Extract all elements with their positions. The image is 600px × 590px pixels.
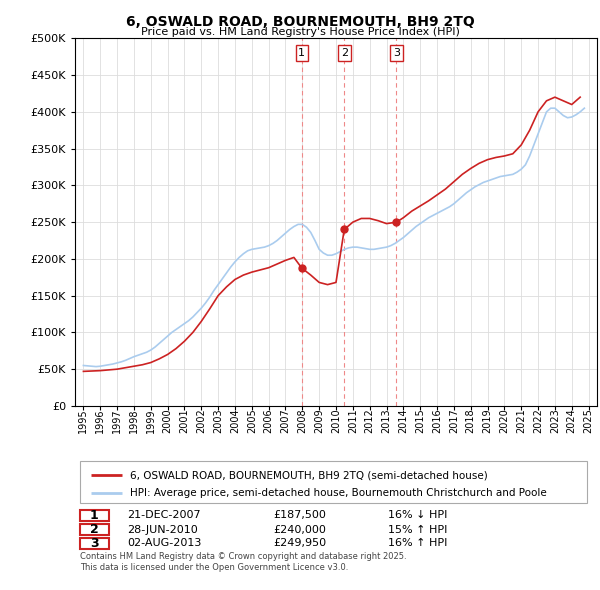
Text: 1: 1 [90, 509, 98, 522]
Text: 2007: 2007 [280, 409, 290, 433]
Text: 2008: 2008 [298, 409, 307, 433]
Text: 2022: 2022 [533, 409, 543, 434]
Text: 2021: 2021 [516, 409, 526, 433]
Text: £240,000: £240,000 [274, 525, 326, 535]
Text: 2005: 2005 [247, 409, 257, 433]
Text: 2009: 2009 [314, 409, 324, 433]
Bar [80, 538, 109, 549]
Text: 1996: 1996 [95, 409, 105, 433]
Bar [80, 510, 109, 521]
Text: 1998: 1998 [129, 409, 139, 433]
Text: 2025: 2025 [584, 409, 593, 434]
Text: 1: 1 [298, 48, 305, 58]
Text: 2023: 2023 [550, 409, 560, 433]
Text: 21-DEC-2007: 21-DEC-2007 [127, 510, 201, 520]
Text: 2024: 2024 [567, 409, 577, 433]
Text: 2013: 2013 [382, 409, 392, 433]
Text: 16% ↑ HPI: 16% ↑ HPI [388, 539, 448, 549]
Text: 3: 3 [90, 537, 98, 550]
Text: 2011: 2011 [348, 409, 358, 433]
Text: 6, OSWALD ROAD, BOURNEMOUTH, BH9 2TQ: 6, OSWALD ROAD, BOURNEMOUTH, BH9 2TQ [125, 15, 475, 29]
Text: HPI: Average price, semi-detached house, Bournemouth Christchurch and Poole: HPI: Average price, semi-detached house,… [130, 488, 547, 498]
Text: 2012: 2012 [365, 409, 374, 433]
Text: 2019: 2019 [482, 409, 493, 433]
Text: 2: 2 [90, 523, 98, 536]
Text: 2003: 2003 [213, 409, 223, 433]
Bar [80, 525, 109, 535]
Text: 2001: 2001 [179, 409, 190, 433]
Text: 2010: 2010 [331, 409, 341, 433]
Text: £249,950: £249,950 [274, 539, 326, 549]
Text: 1995: 1995 [79, 409, 88, 433]
Text: Contains HM Land Registry data © Crown copyright and database right 2025.
This d: Contains HM Land Registry data © Crown c… [80, 552, 407, 572]
Text: 15% ↑ HPI: 15% ↑ HPI [388, 525, 448, 535]
Text: 2000: 2000 [163, 409, 173, 433]
Text: 2020: 2020 [499, 409, 509, 433]
Text: 1999: 1999 [146, 409, 156, 433]
Text: 2018: 2018 [466, 409, 476, 433]
Text: 2017: 2017 [449, 409, 459, 433]
Text: 2014: 2014 [398, 409, 409, 433]
Text: 2: 2 [341, 48, 348, 58]
Text: 16% ↓ HPI: 16% ↓ HPI [388, 510, 448, 520]
Bar [80, 461, 587, 503]
Text: 2006: 2006 [263, 409, 274, 433]
Text: 2004: 2004 [230, 409, 240, 433]
Text: 1997: 1997 [112, 409, 122, 433]
Text: 2002: 2002 [196, 409, 206, 433]
Text: 02-AUG-2013: 02-AUG-2013 [127, 539, 202, 549]
Text: 2016: 2016 [432, 409, 442, 433]
Text: Price paid vs. HM Land Registry's House Price Index (HPI): Price paid vs. HM Land Registry's House … [140, 27, 460, 37]
Text: 2015: 2015 [415, 409, 425, 433]
Text: 6, OSWALD ROAD, BOURNEMOUTH, BH9 2TQ (semi-detached house): 6, OSWALD ROAD, BOURNEMOUTH, BH9 2TQ (se… [130, 470, 488, 480]
Text: 28-JUN-2010: 28-JUN-2010 [127, 525, 198, 535]
Text: £187,500: £187,500 [274, 510, 326, 520]
Text: 3: 3 [393, 48, 400, 58]
